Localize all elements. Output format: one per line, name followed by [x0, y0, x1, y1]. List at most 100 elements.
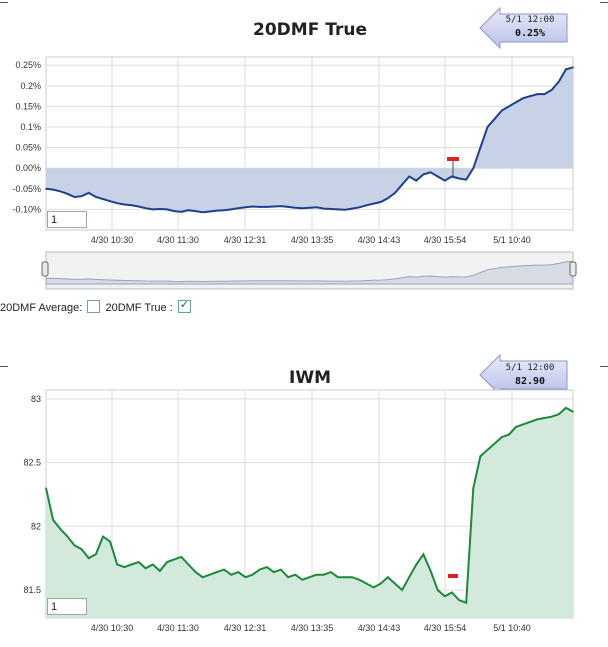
chart2-callout-date: 5/1 12:00 [505, 363, 555, 373]
chart2-point [45, 487, 47, 489]
chart1-point [144, 207, 147, 209]
chart2-point [116, 563, 118, 566]
chart1-point [66, 193, 69, 195]
chart2-point [137, 561, 140, 563]
chart1-point [444, 179, 446, 182]
chart2-point [565, 407, 567, 409]
chart1-point [80, 195, 83, 197]
chart2-range-input[interactable]: 1 [47, 598, 87, 615]
chart2-point [209, 573, 211, 576]
chart2-point [408, 576, 411, 578]
chart1-point [408, 175, 411, 178]
chart2-point [244, 576, 247, 578]
chart1-point [472, 167, 475, 169]
chart2-point [144, 567, 147, 570]
chart2-point [344, 576, 346, 578]
chart2-point [436, 589, 439, 591]
chart2-point [493, 442, 496, 445]
chart2-point [194, 571, 197, 573]
chart1-point [344, 209, 346, 211]
chart1-point [230, 208, 232, 211]
legend-checkbox-true[interactable] [177, 298, 191, 313]
chart1-point [137, 205, 140, 208]
chart1-point [87, 192, 90, 194]
chart2-point [152, 563, 154, 566]
chart1-point [223, 209, 225, 211]
chart2-point [59, 528, 61, 530]
chart2-point [109, 540, 111, 543]
chart2-point [216, 571, 218, 573]
chart1-point [130, 204, 133, 207]
chart1-point [280, 205, 282, 207]
chart1-point [287, 206, 289, 208]
chart1-callout-value: 0.25% [514, 28, 546, 39]
chart2-point [87, 557, 90, 559]
chart1-point [394, 192, 396, 194]
chart2-point [422, 553, 425, 556]
chart1-point [379, 201, 382, 203]
chart2-corner-tick-right [600, 366, 608, 367]
chart2-point [508, 433, 510, 436]
chart1-point [59, 190, 61, 193]
chart1-point [543, 93, 546, 95]
navigator-left-handle[interactable] [41, 261, 49, 277]
chart1-point [465, 178, 468, 181]
chart1-point [166, 208, 168, 211]
navigator-right-handle[interactable] [569, 261, 577, 277]
chart1-point [123, 203, 126, 206]
chart2-xtick-label: 4/30 14:43 [358, 623, 401, 633]
chart2-point [80, 548, 83, 550]
chart1-area [46, 67, 573, 213]
range-navigator[interactable] [0, 248, 608, 292]
chart2-event-marker [448, 574, 458, 578]
chart2-point [543, 417, 546, 419]
chart2-ytick-label: 83 [31, 394, 41, 404]
chart2-xtick-label: 4/30 10:30 [91, 623, 134, 633]
chart2-point [95, 553, 97, 556]
chart1-ytick-label: 0.25% [15, 60, 41, 70]
chart1-point [515, 101, 517, 104]
chart2-point [394, 582, 396, 585]
chart2-point [451, 591, 453, 594]
chart1-ytick-label: 0.15% [15, 101, 41, 111]
chart1-point [102, 198, 104, 200]
chart2-point [444, 595, 446, 598]
chart1-point [415, 179, 418, 182]
chart1-point [372, 202, 375, 205]
chart1-plot: 0.25% 0.2% 0.15% 0.1% 0.05% 0.00% -0.05% -0.10%… [12, 56, 574, 245]
chart1-xtick-label: 4/30 10:30 [91, 235, 134, 245]
chart1-point [501, 109, 503, 112]
legend: 20DMF Average: 20DMF True : [0, 298, 193, 314]
chart2-point [73, 544, 76, 547]
chart1-point [95, 196, 97, 198]
chart2-point [201, 576, 204, 578]
chart2-point [337, 576, 339, 578]
chart2-point [536, 418, 539, 421]
chart1-point [330, 208, 332, 210]
chart1-corner-tick-left [0, 2, 8, 3]
chart1-point [550, 89, 553, 91]
chart1-point [109, 200, 111, 202]
chart1-point [493, 118, 496, 120]
chart1-xtick-label: 4/30 15:54 [424, 235, 467, 245]
chart2-point [251, 573, 254, 576]
chart1-point [180, 211, 183, 213]
chart2-callout-text: 5/1 12:00 82.90 [497, 362, 563, 388]
chart1-event-marker [447, 157, 459, 161]
chart2-point [315, 573, 318, 576]
chart2-point [515, 426, 517, 428]
chart1-point [187, 209, 190, 211]
chart2-point [486, 449, 489, 451]
chart2-point [166, 561, 168, 563]
legend-checkbox-average[interactable] [87, 300, 101, 313]
chart2-ytick-label: 82.5 [23, 458, 41, 468]
chart2-point [280, 568, 282, 571]
chart1-title: 20DMF True [253, 20, 367, 40]
chart2-point [130, 563, 133, 566]
chart2-point [187, 563, 190, 566]
chart1-range-input[interactable]: 1 [47, 211, 87, 228]
chart1-point [508, 105, 510, 108]
chart2-point [529, 421, 532, 423]
chart2-callout-value: 82.90 [514, 376, 546, 387]
chart1-xtick-label: 4/30 13:35 [291, 235, 334, 245]
